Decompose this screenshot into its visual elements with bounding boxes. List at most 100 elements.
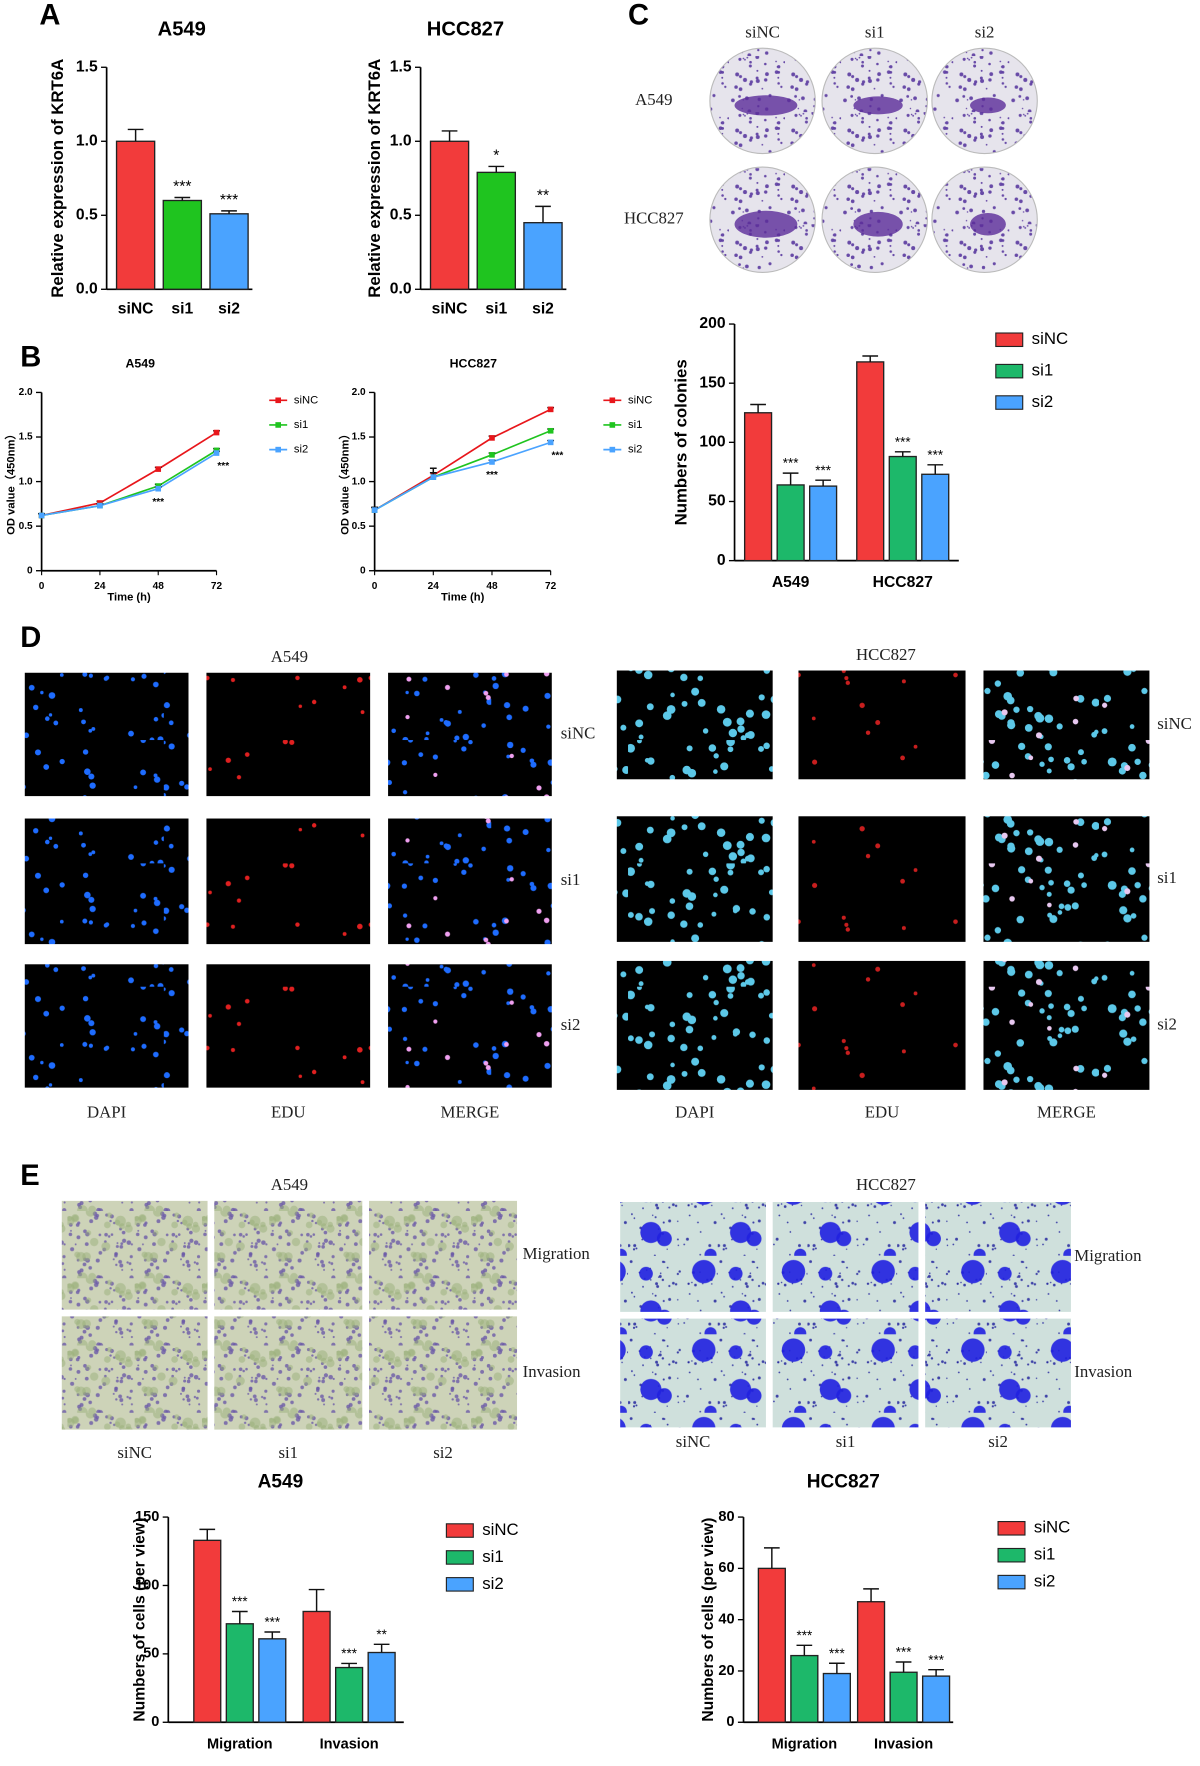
significance: ***	[927, 447, 943, 462]
bar	[302, 1610, 331, 1723]
row-label: si1	[561, 870, 581, 889]
micrograph	[983, 670, 1150, 780]
line	[41, 431, 217, 517]
marker	[547, 427, 554, 434]
bar	[209, 213, 249, 290]
significance: ***	[783, 456, 799, 471]
error-bar	[895, 1661, 912, 1673]
y-tick-label: 0	[717, 552, 726, 569]
error-bar	[535, 205, 551, 223]
marker	[213, 450, 220, 456]
y-axis-label: OD value（450nm）	[4, 428, 17, 534]
column-label: siNC	[117, 1443, 152, 1462]
error-bar	[441, 130, 458, 142]
x-tick-label: 48	[153, 581, 165, 592]
legend-label: siNC	[628, 394, 652, 406]
y-tick-label: 0.5	[76, 206, 98, 223]
y-axis-label: Relative expression of KRT6A	[365, 59, 384, 298]
legend-label: si1	[294, 419, 308, 431]
significance: ***	[796, 1628, 812, 1643]
y-tick-label: 1.5	[19, 432, 33, 443]
row-label: si2	[1157, 1014, 1177, 1033]
colony	[853, 96, 903, 115]
row-label: Migration	[1074, 1246, 1142, 1265]
bar	[889, 1671, 918, 1723]
legend-marker	[275, 446, 281, 453]
x-tick-label: siNC	[432, 301, 468, 318]
column-label: DAPI	[675, 1102, 714, 1121]
row-label: HCC827	[624, 209, 684, 228]
significance: ***	[217, 461, 229, 472]
bar	[523, 222, 563, 290]
marker	[489, 452, 495, 458]
legend-marker	[609, 397, 616, 404]
x-axis-label: Time (h)	[107, 592, 151, 604]
y-axis-label: Numbers of cells (per view)	[131, 1518, 148, 1722]
x-tick-label: A549	[772, 574, 810, 591]
bar	[921, 1675, 951, 1723]
x-tick-label: 0	[372, 581, 378, 592]
x-tick-label: Migration	[207, 1737, 273, 1753]
column-label: si2	[433, 1443, 453, 1462]
column-label: si1	[836, 1432, 856, 1451]
legend-label: si2	[294, 444, 308, 456]
error-bar	[488, 165, 505, 173]
bar	[809, 485, 838, 562]
micrograph	[214, 1200, 363, 1310]
error-bar	[894, 451, 911, 457]
error-bar	[199, 1528, 216, 1541]
y-tick-label: 0	[151, 1714, 159, 1730]
column-label: MERGE	[441, 1102, 500, 1121]
column-label: si1	[865, 22, 885, 41]
chart-title: HCC827	[450, 357, 497, 371]
colony	[853, 211, 903, 237]
image-title: HCC827	[856, 1175, 916, 1194]
row-label: Migration	[523, 1244, 591, 1263]
column-label: MERGE	[1037, 1102, 1096, 1121]
error-bar	[174, 196, 191, 201]
error-bar	[341, 1662, 357, 1668]
error-bar	[127, 128, 144, 142]
micrograph	[388, 818, 552, 945]
significance: *	[493, 147, 499, 164]
colony	[970, 97, 1006, 114]
column-label: siNC	[676, 1432, 711, 1451]
bar	[790, 1654, 819, 1723]
error-bar	[264, 1631, 281, 1639]
legend-label: si2	[1034, 1572, 1055, 1591]
panel-letter: B	[20, 342, 41, 374]
micrograph	[798, 816, 966, 942]
x-tick-label: si1	[485, 301, 507, 318]
bar	[115, 140, 156, 290]
x-tick-label: 24	[428, 581, 440, 592]
y-tick-label: 150	[135, 1509, 159, 1525]
bar	[225, 1623, 254, 1723]
column-label: si1	[278, 1443, 298, 1462]
y-tick-label: 20	[718, 1663, 734, 1679]
line	[374, 441, 551, 511]
y-tick-label: 1.5	[76, 58, 98, 75]
legend-swatch	[997, 1521, 1026, 1536]
error-bar	[231, 1610, 248, 1624]
micrograph	[24, 964, 189, 1088]
y-tick-label: 0.5	[19, 521, 33, 532]
significance: ***	[815, 463, 831, 478]
chart-title: A549	[158, 19, 206, 41]
panel-letter: E	[20, 1160, 39, 1192]
panel-letter: A	[39, 0, 60, 32]
x-tick-label: si2	[218, 301, 240, 318]
legend-label: si2	[1032, 392, 1053, 411]
legend-swatch	[445, 1577, 474, 1592]
y-tick-label: 2.0	[19, 387, 33, 398]
chart-title: A549	[126, 357, 156, 371]
x-tick-label: Migration	[772, 1737, 838, 1753]
legend-swatch	[445, 1550, 474, 1565]
y-tick-label: 0.0	[76, 280, 98, 297]
y-tick-label: 80	[718, 1509, 734, 1525]
row-label: si1	[1157, 868, 1177, 887]
significance: ***	[895, 434, 911, 449]
x-tick-label: 24	[94, 581, 106, 592]
marker	[489, 435, 495, 441]
legend-label: si1	[1032, 361, 1053, 380]
legend-label: siNC	[482, 1520, 518, 1539]
